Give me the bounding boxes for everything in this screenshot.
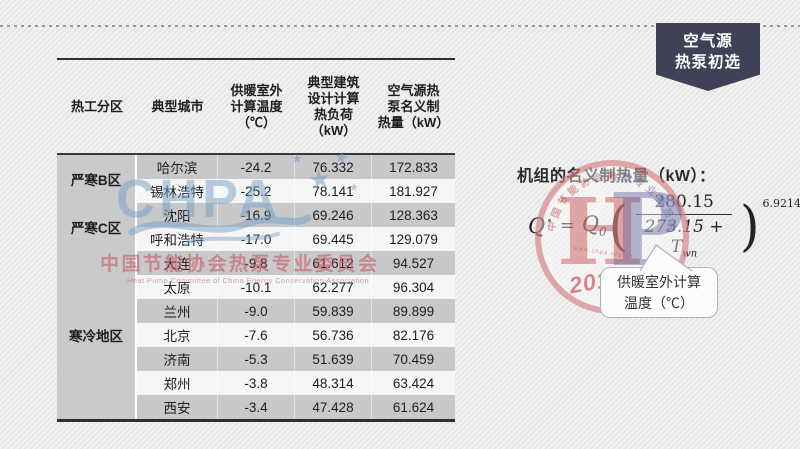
- header-cell: 典型建筑 设计计算 热负荷 （kW）: [307, 74, 360, 138]
- table-cell-capacity: 94.527: [372, 251, 455, 275]
- table-cell-city: 沈阳: [137, 203, 218, 227]
- table-cell-load: 59.839: [295, 299, 372, 323]
- zone-cell: 严寒B区: [57, 155, 137, 203]
- table-cell-temp: -9.8: [218, 251, 295, 275]
- table-cell-city: 兰州: [137, 299, 218, 323]
- table-cell-capacity: 181.927: [372, 179, 455, 203]
- table-cell-temp: -3.8: [218, 371, 295, 395]
- heat-pump-selection-table: 热工分区 典型城市 供暖室外 计算温度 （℃） 典型建筑 设计计算 热负荷 （kW） 空气源热 泵名…: [57, 58, 455, 422]
- header-cell: 热工分区: [70, 98, 123, 114]
- table-cell-capacity: 61.624: [372, 395, 455, 419]
- callout-line-2: 温度（℃）: [624, 295, 694, 311]
- table-cell-temp: -25.2: [218, 179, 295, 203]
- header-cell: 典型城市: [151, 98, 204, 114]
- table-cell-temp: -9.0: [218, 299, 295, 323]
- fraction-denominator: 273.15 + Twn: [644, 217, 724, 260]
- table-header-row: 热工分区 典型城市 供暖室外 计算温度 （℃） 典型建筑 设计计算 热负荷 （kW） 空气源热 泵名…: [57, 58, 455, 155]
- table-cell-capacity: 89.899: [372, 299, 455, 323]
- table-cell-capacity: 129.079: [372, 227, 455, 251]
- nominal-capacity-formula: Q• = Q0 ( 280.15 273.15 + Twn ) 6.9214: [528, 192, 800, 259]
- table-cell-city: 呼和浩特: [137, 227, 218, 251]
- table-cell-load: 62.277: [295, 275, 372, 299]
- callout-line-1: 供暖室外计算: [617, 274, 701, 290]
- fraction-numerator: 280.15: [636, 192, 732, 215]
- table-cell-load: 61.612: [295, 251, 372, 275]
- table-cell-city: 济南: [137, 347, 218, 371]
- badge-line-1: 空气源: [683, 33, 733, 50]
- table-cell-temp: -17.0: [218, 227, 295, 251]
- table-cell-capacity: 63.424: [372, 371, 455, 395]
- dashed-divider-line: [0, 25, 800, 27]
- table-cell-capacity: 128.363: [372, 203, 455, 227]
- header-cell: 空气源热 泵名义制 热量（kW）: [377, 82, 450, 130]
- table-cell-capacity: 82.176: [372, 323, 455, 347]
- equals-sign: =: [559, 215, 575, 237]
- table-cell-city: 哈尔滨: [137, 155, 218, 179]
- table-cell-city: 大连: [137, 251, 218, 275]
- table-cell-temp: -3.4: [218, 395, 295, 419]
- close-paren: ): [739, 194, 760, 258]
- chapter-ribbon-badge: 空气源 热泵初选: [656, 23, 760, 91]
- table-cell-city: 北京: [137, 323, 218, 347]
- table-cell-load: 47.428: [295, 395, 372, 419]
- formula-lhs: Q•: [528, 213, 553, 238]
- table-cell-load: 51.639: [295, 347, 372, 371]
- formula-fraction: 280.15 273.15 + Twn: [630, 192, 738, 259]
- formula-title: 机组的名义制热量（kW）：: [517, 168, 716, 185]
- table-cell-temp: -16.9: [218, 203, 295, 227]
- table-cell-capacity: 172.833: [372, 155, 455, 179]
- table-cell-city: 西安: [137, 395, 218, 419]
- table-cell-load: 78.141: [295, 179, 372, 203]
- formula-exponent: 6.9214: [762, 197, 800, 211]
- table-cell-load: 69.246: [295, 203, 372, 227]
- table-cell-city: 郑州: [137, 371, 218, 395]
- table-cell-capacity: 70.459: [372, 347, 455, 371]
- header-cell: 供暖室外 计算温度 （℃）: [230, 82, 283, 130]
- table-cell-capacity: 96.304: [372, 275, 455, 299]
- badge-line-2: 热泵初选: [674, 54, 741, 71]
- open-paren: (: [608, 194, 629, 258]
- table-cell-load: 56.736: [295, 323, 372, 347]
- table-cell-load: 76.332: [295, 155, 372, 179]
- table-body: 严寒B区 哈尔滨 -24.2 76.332 172.833 锡林浩特 -25.2 78.141…: [57, 155, 455, 422]
- zone-cell: 寒冷地区: [57, 251, 137, 419]
- table-cell-city: 锡林浩特: [137, 179, 218, 203]
- table-cell-temp: -5.3: [218, 347, 295, 371]
- zone-cell: 严寒C区: [57, 203, 137, 251]
- callout-tail: [639, 244, 693, 272]
- callout-bubble: 供暖室外计算 温度（℃）: [600, 267, 718, 318]
- table-cell-load: 69.445: [295, 227, 372, 251]
- formula-q0: Q0: [581, 212, 607, 240]
- table-cell-temp: -7.6: [218, 323, 295, 347]
- table-cell-temp: -10.1: [218, 275, 295, 299]
- table-cell-temp: -24.2: [218, 155, 295, 179]
- table-cell-load: 48.314: [295, 371, 372, 395]
- table-cell-city: 太原: [137, 275, 218, 299]
